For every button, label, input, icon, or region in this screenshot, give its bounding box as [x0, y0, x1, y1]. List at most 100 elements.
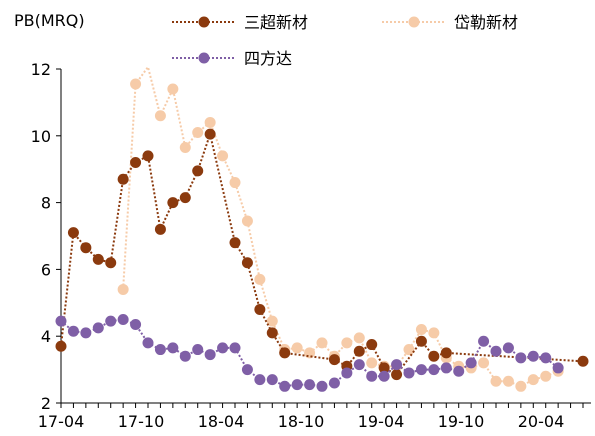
data-point: [304, 347, 316, 359]
data-point: [328, 377, 340, 389]
data-point: [366, 370, 378, 382]
y-tick-label: 2: [41, 394, 51, 413]
data-point: [316, 380, 328, 392]
data-point: [154, 110, 166, 122]
y-tick-label: 4: [41, 327, 51, 346]
x-tick-label: 18-04: [198, 412, 245, 431]
data-point: [415, 335, 427, 347]
data-point: [515, 352, 527, 364]
data-point: [92, 253, 104, 265]
data-point: [502, 342, 514, 354]
data-point: [241, 364, 253, 376]
data-point: [192, 344, 204, 356]
data-point: [353, 359, 365, 371]
data-point: [440, 347, 452, 359]
legend-label: 四方达: [244, 49, 292, 68]
data-point: [154, 223, 166, 235]
legend-marker: [408, 16, 420, 28]
series-line: [122, 64, 559, 388]
data-point: [105, 315, 117, 327]
axes: 2 4 6 8 10 12 17-04 17-10 18-04 18-10 19-04 19-10 20…: [31, 60, 591, 431]
data-point: [527, 374, 539, 386]
data-point: [266, 374, 278, 386]
data-point: [266, 327, 278, 339]
data-point: [440, 362, 452, 374]
x-tick-label: 17-10: [118, 412, 165, 431]
data-point: [167, 197, 179, 209]
legend-item: 岱勒新材: [382, 13, 518, 32]
legend-marker: [198, 16, 210, 28]
data-point: [279, 347, 291, 359]
data-point: [229, 237, 241, 249]
data-point: [415, 364, 427, 376]
data-point: [55, 315, 67, 327]
data-point: [415, 324, 427, 336]
data-point: [229, 177, 241, 189]
data-point: [217, 150, 229, 162]
data-point: [117, 283, 129, 295]
data-point: [465, 357, 477, 369]
data-point: [428, 327, 440, 339]
data-point: [366, 339, 378, 351]
data-point: [490, 375, 502, 387]
y-tick-label: 8: [41, 194, 51, 213]
data-point: [117, 173, 129, 185]
data-point: [192, 126, 204, 138]
data-point: [92, 322, 104, 334]
data-point: [254, 303, 266, 315]
data-point: [167, 342, 179, 354]
data-point: [167, 83, 179, 95]
data-point: [241, 215, 253, 227]
legend-item: 三超新材: [172, 13, 308, 32]
data-point: [502, 375, 514, 387]
legend-label: 三超新材: [244, 13, 308, 32]
data-point: [428, 350, 440, 362]
data-point: [254, 273, 266, 285]
y-axis-title: PB(MRQ): [14, 11, 85, 30]
data-point: [130, 157, 142, 169]
data-point: [478, 335, 490, 347]
legend-item: 四方达: [172, 49, 292, 68]
data-point: [341, 337, 353, 349]
data-point: [428, 364, 440, 376]
data-point: [403, 367, 415, 379]
data-point: [540, 370, 552, 382]
x-tick-label: 18-10: [278, 412, 325, 431]
data-point: [142, 150, 154, 162]
data-point: [105, 257, 117, 269]
data-point: [291, 379, 303, 391]
legend-label: 岱勒新材: [454, 13, 518, 32]
data-point: [130, 78, 142, 90]
data-point: [353, 332, 365, 344]
data-point: [577, 355, 589, 367]
data-point: [217, 342, 229, 354]
data-point: [366, 357, 378, 369]
data-point: [117, 314, 129, 325]
data-point: [67, 227, 79, 239]
data-point: [391, 359, 403, 371]
data-point: [80, 327, 92, 339]
series-1: [55, 128, 589, 381]
data-point: [391, 369, 403, 381]
data-point: [291, 342, 303, 354]
x-tick-label: 19-04: [358, 412, 405, 431]
series-layer: [55, 64, 589, 392]
data-point: [241, 257, 253, 269]
series-line: [60, 130, 584, 376]
data-point: [378, 370, 390, 382]
legend-marker: [198, 52, 210, 64]
data-point: [304, 379, 316, 391]
data-point: [515, 380, 527, 392]
data-point: [154, 344, 166, 356]
data-point: [179, 350, 191, 362]
data-point: [552, 362, 564, 374]
data-point: [192, 165, 204, 177]
data-point: [55, 340, 67, 352]
data-point: [478, 357, 490, 369]
data-point: [266, 315, 278, 327]
data-point: [130, 319, 142, 331]
x-tick-label: 19-10: [438, 412, 485, 431]
x-tick-label: 20-04: [518, 412, 565, 431]
data-point: [142, 337, 154, 349]
